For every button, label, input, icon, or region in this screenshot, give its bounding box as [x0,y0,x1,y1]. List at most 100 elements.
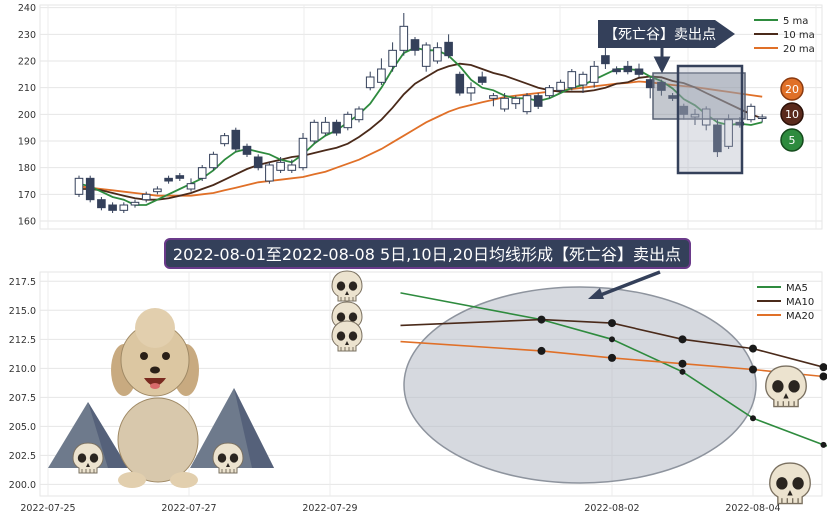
candle-body [589,65,599,83]
candle [589,61,599,88]
poodle-dog-icon [111,308,199,488]
bottom-ma5-point [609,336,615,343]
candle [209,151,218,171]
legend-ma20-label: 20 ma [783,44,815,55]
candle-body [578,73,588,86]
candle [119,202,129,213]
candle-body [522,95,532,113]
candle [645,77,655,99]
candle [332,119,341,136]
candle-body [74,177,84,195]
ma10-badge: 10 [780,102,804,126]
top-banner-text: 【死亡谷】卖出点 [604,27,716,43]
crossover-highlight-box [652,72,746,120]
top-legend: 5 ma 10 ma 20 ma [754,16,815,55]
candle-body [477,76,487,83]
top-banner: 【死亡谷】卖出点 [598,20,735,48]
candle [410,37,420,56]
candle-body [153,188,162,193]
candle-body [220,135,229,145]
candle-body [209,153,218,169]
candle [175,173,185,181]
candle-body [85,177,95,201]
candle [757,114,767,123]
dog-pyramid-illustration [48,308,274,488]
bottom-ma5-point [679,368,686,375]
bottom-ma5-point [750,415,756,422]
candle-body [657,81,666,91]
bottom-ma5-point [820,441,827,448]
candle [433,42,442,64]
candle [321,117,330,136]
middle-banner-text: 2022-08-01至2022-08-08 5日,10日,20日均线形成【死亡谷… [173,245,681,264]
candle-body [141,193,151,201]
candle-body [119,204,129,211]
candle-body [533,95,543,107]
candle [522,93,532,115]
candle-body [735,121,745,126]
candle [85,175,95,203]
bottom-ma20-point [749,365,757,374]
bottom-y-tick-label: 210.0 [9,364,36,375]
candle-body [309,121,319,142]
bottom-ma-lines [400,292,827,448]
bottom-x-tick-label: 2022-07-27 [161,503,216,514]
candle-body [433,47,442,62]
candle-body [466,87,476,94]
candle [746,103,756,123]
bottom-ma10-point [678,335,687,344]
bottom-y-tick-label: 217.5 [9,277,36,288]
top-y-tick-label: 200 [18,110,36,121]
candle [74,175,84,197]
bottom-ma10-point [537,315,546,324]
bottom-ma20-point [678,359,687,368]
candle [623,61,633,75]
candle [713,119,722,157]
legend-ma10-label: 10 ma [783,30,815,41]
ma10-badge-text: 10 [785,108,799,121]
top-y-tick-label: 190 [18,137,36,148]
bottom-y-tick-label: 200.0 [9,480,36,491]
candle [690,109,700,125]
candle [97,197,106,211]
candle [365,71,375,91]
bottom-y-tick-label: 207.5 [9,393,36,404]
ma20-badge: 20 [780,77,804,101]
candle-body [511,97,521,105]
candle-body [332,121,341,134]
candle [108,202,117,213]
bottom-y-tick-label: 212.5 [9,335,36,346]
candle-body [321,121,330,134]
top-y-tick-label: 240 [18,3,36,14]
candle [421,42,431,72]
legend-MA20-label: MA20 [786,311,814,322]
bottom-y-tick-label: 205.0 [9,422,36,433]
candle-body [612,68,621,73]
bottom-ma10-point [608,319,616,328]
bottom-ma20-point [608,353,616,362]
skull-icon [769,462,811,505]
candle [377,58,386,85]
candle-body [410,39,420,51]
candle-body [231,129,241,150]
ellipse-pointer-arrow [597,270,661,298]
candle-body [253,156,263,169]
down-arrow-icon [653,48,671,74]
candle [466,82,476,101]
legend-MA5-label: MA5 [786,283,808,294]
candle [197,165,207,181]
candle-body [757,116,767,119]
candle [612,66,621,75]
candle-body [186,183,196,190]
candle [231,127,241,152]
bottom-ma10-point [819,363,827,372]
candlestick-series [74,13,767,213]
candle [556,79,565,93]
middle-banner-box [164,238,691,269]
bottom-x-tick-label: 2022-08-04 [725,503,780,514]
candle [477,71,487,85]
candle [265,162,274,184]
candle-body [690,113,700,118]
candle-body [746,105,756,121]
legend-MA10-label: MA10 [786,297,814,308]
